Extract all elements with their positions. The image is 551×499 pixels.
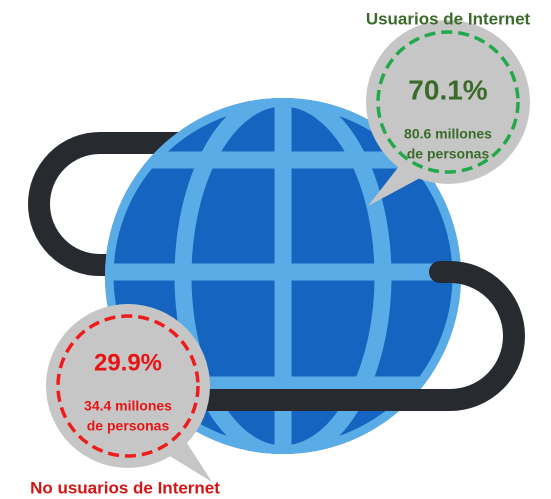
- users-percent: 70.1%: [408, 74, 487, 105]
- non-users-title: No usuarios de Internet: [30, 478, 220, 497]
- loop-back: [28, 132, 386, 276]
- users-detail: 80.6 millones: [404, 126, 492, 142]
- users-bubble: [366, 20, 530, 206]
- users-detail: de personas: [407, 146, 490, 162]
- loop-front: [194, 261, 525, 411]
- users-title: Usuarios de Internet: [366, 9, 531, 28]
- non-users-bubble: [46, 304, 212, 482]
- non-users-percent: 29.9%: [94, 349, 162, 376]
- non-users-detail: de personas: [87, 418, 170, 434]
- non-users-detail: 34.4 millones: [84, 398, 172, 414]
